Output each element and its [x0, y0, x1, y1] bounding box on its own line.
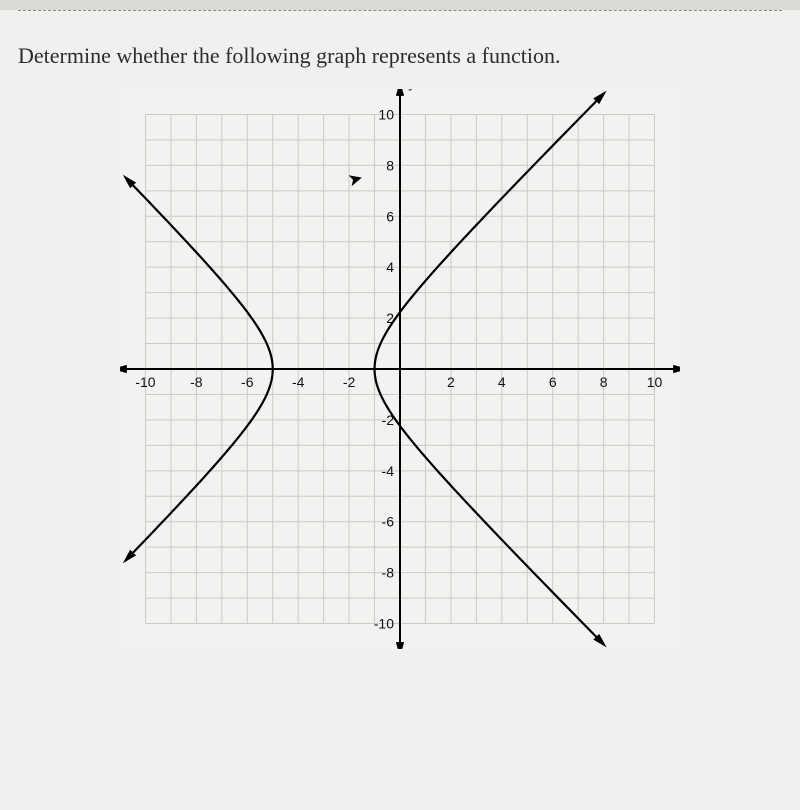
svg-text:-4: -4 — [382, 463, 395, 479]
worksheet-page: Determine whether the following graph re… — [0, 10, 800, 810]
svg-text:-6: -6 — [241, 374, 254, 390]
svg-text:-10: -10 — [135, 374, 155, 390]
svg-text:-10: -10 — [374, 616, 394, 632]
svg-text:6: 6 — [549, 374, 557, 390]
svg-text:10: 10 — [378, 106, 394, 122]
question-prompt: Determine whether the following graph re… — [0, 11, 800, 79]
svg-text:8: 8 — [386, 157, 394, 173]
svg-text:6: 6 — [386, 208, 394, 224]
svg-text:10: 10 — [647, 374, 663, 390]
svg-text:-8: -8 — [382, 565, 395, 581]
svg-text:4: 4 — [498, 374, 506, 390]
svg-text:y: y — [408, 89, 418, 91]
svg-text:8: 8 — [600, 374, 608, 390]
svg-text:2: 2 — [447, 374, 455, 390]
coordinate-graph: -10-8-6-4-2246810-10-8-6-4-2246810xy ➤ — [120, 89, 680, 649]
svg-text:-4: -4 — [292, 374, 305, 390]
svg-text:-8: -8 — [190, 374, 203, 390]
svg-text:4: 4 — [386, 259, 394, 275]
svg-text:-6: -6 — [382, 514, 395, 530]
svg-text:-2: -2 — [343, 374, 356, 390]
